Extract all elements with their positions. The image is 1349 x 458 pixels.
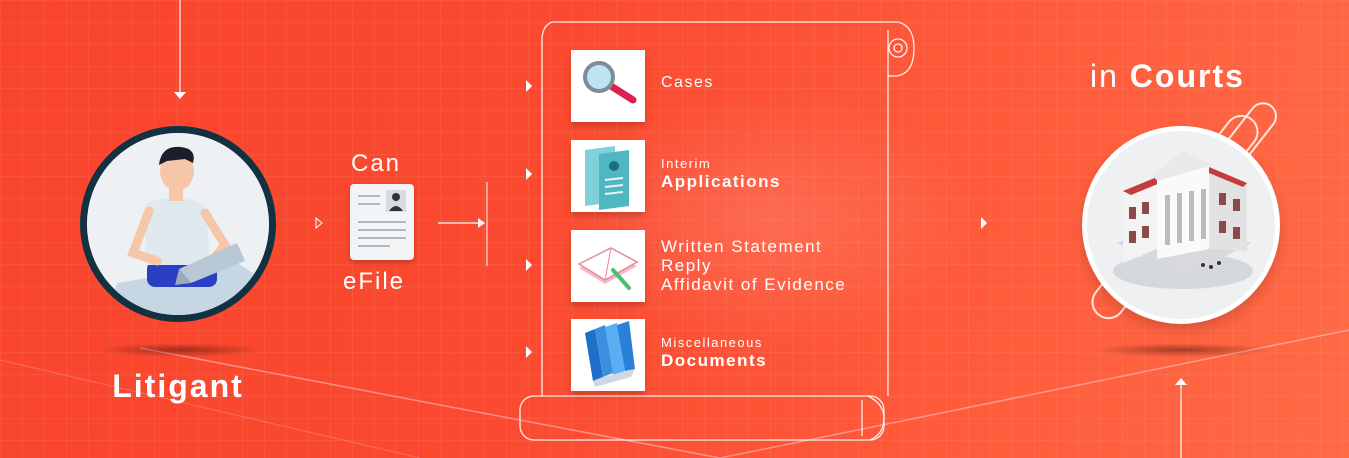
item-line1: Interim <box>661 156 712 171</box>
courts-name: Courts <box>1129 58 1245 94</box>
item-line3: Affidavit of Evidence <box>661 275 847 294</box>
court-building-icon <box>1087 131 1275 319</box>
scroll-item-thumb <box>571 319 645 391</box>
can-label: Can <box>351 150 402 177</box>
scroll-item-label: Interim Applications <box>661 156 781 191</box>
item-line1: Written Statement <box>661 237 823 256</box>
magnifier-icon <box>583 61 637 104</box>
litigant-shadow <box>96 343 266 357</box>
scroll-item-thumb <box>571 50 645 122</box>
court-avatar <box>1082 126 1280 324</box>
item-line2: Documents <box>661 351 768 370</box>
court-shadow <box>1092 343 1272 357</box>
litigant-avatar <box>80 126 276 322</box>
item-line2: Applications <box>661 172 782 191</box>
application-forms-icon <box>585 146 629 210</box>
efile-label: eFile <box>343 268 406 295</box>
item-line1: Cases <box>661 74 714 91</box>
notebook-pencil-icon <box>577 247 639 290</box>
scroll-item-thumb <box>571 140 645 212</box>
item-line2: Reply <box>661 256 712 275</box>
litigant-label: Litigant <box>112 368 244 404</box>
scroll-item-thumb <box>571 230 645 302</box>
scroll-item-label: Cases <box>661 73 714 92</box>
courts-prefix: in <box>1090 58 1119 94</box>
scroll-item-label: Miscellaneous Documents <box>661 335 767 370</box>
scroll-item-label: Written Statement Reply Affidavit of Evi… <box>661 237 846 294</box>
item-line1: Miscellaneous <box>661 335 763 350</box>
courts-title: in Courts <box>1090 58 1245 95</box>
books-icon <box>585 321 635 387</box>
background-glow <box>560 90 980 350</box>
document-profile-icon <box>350 184 414 260</box>
